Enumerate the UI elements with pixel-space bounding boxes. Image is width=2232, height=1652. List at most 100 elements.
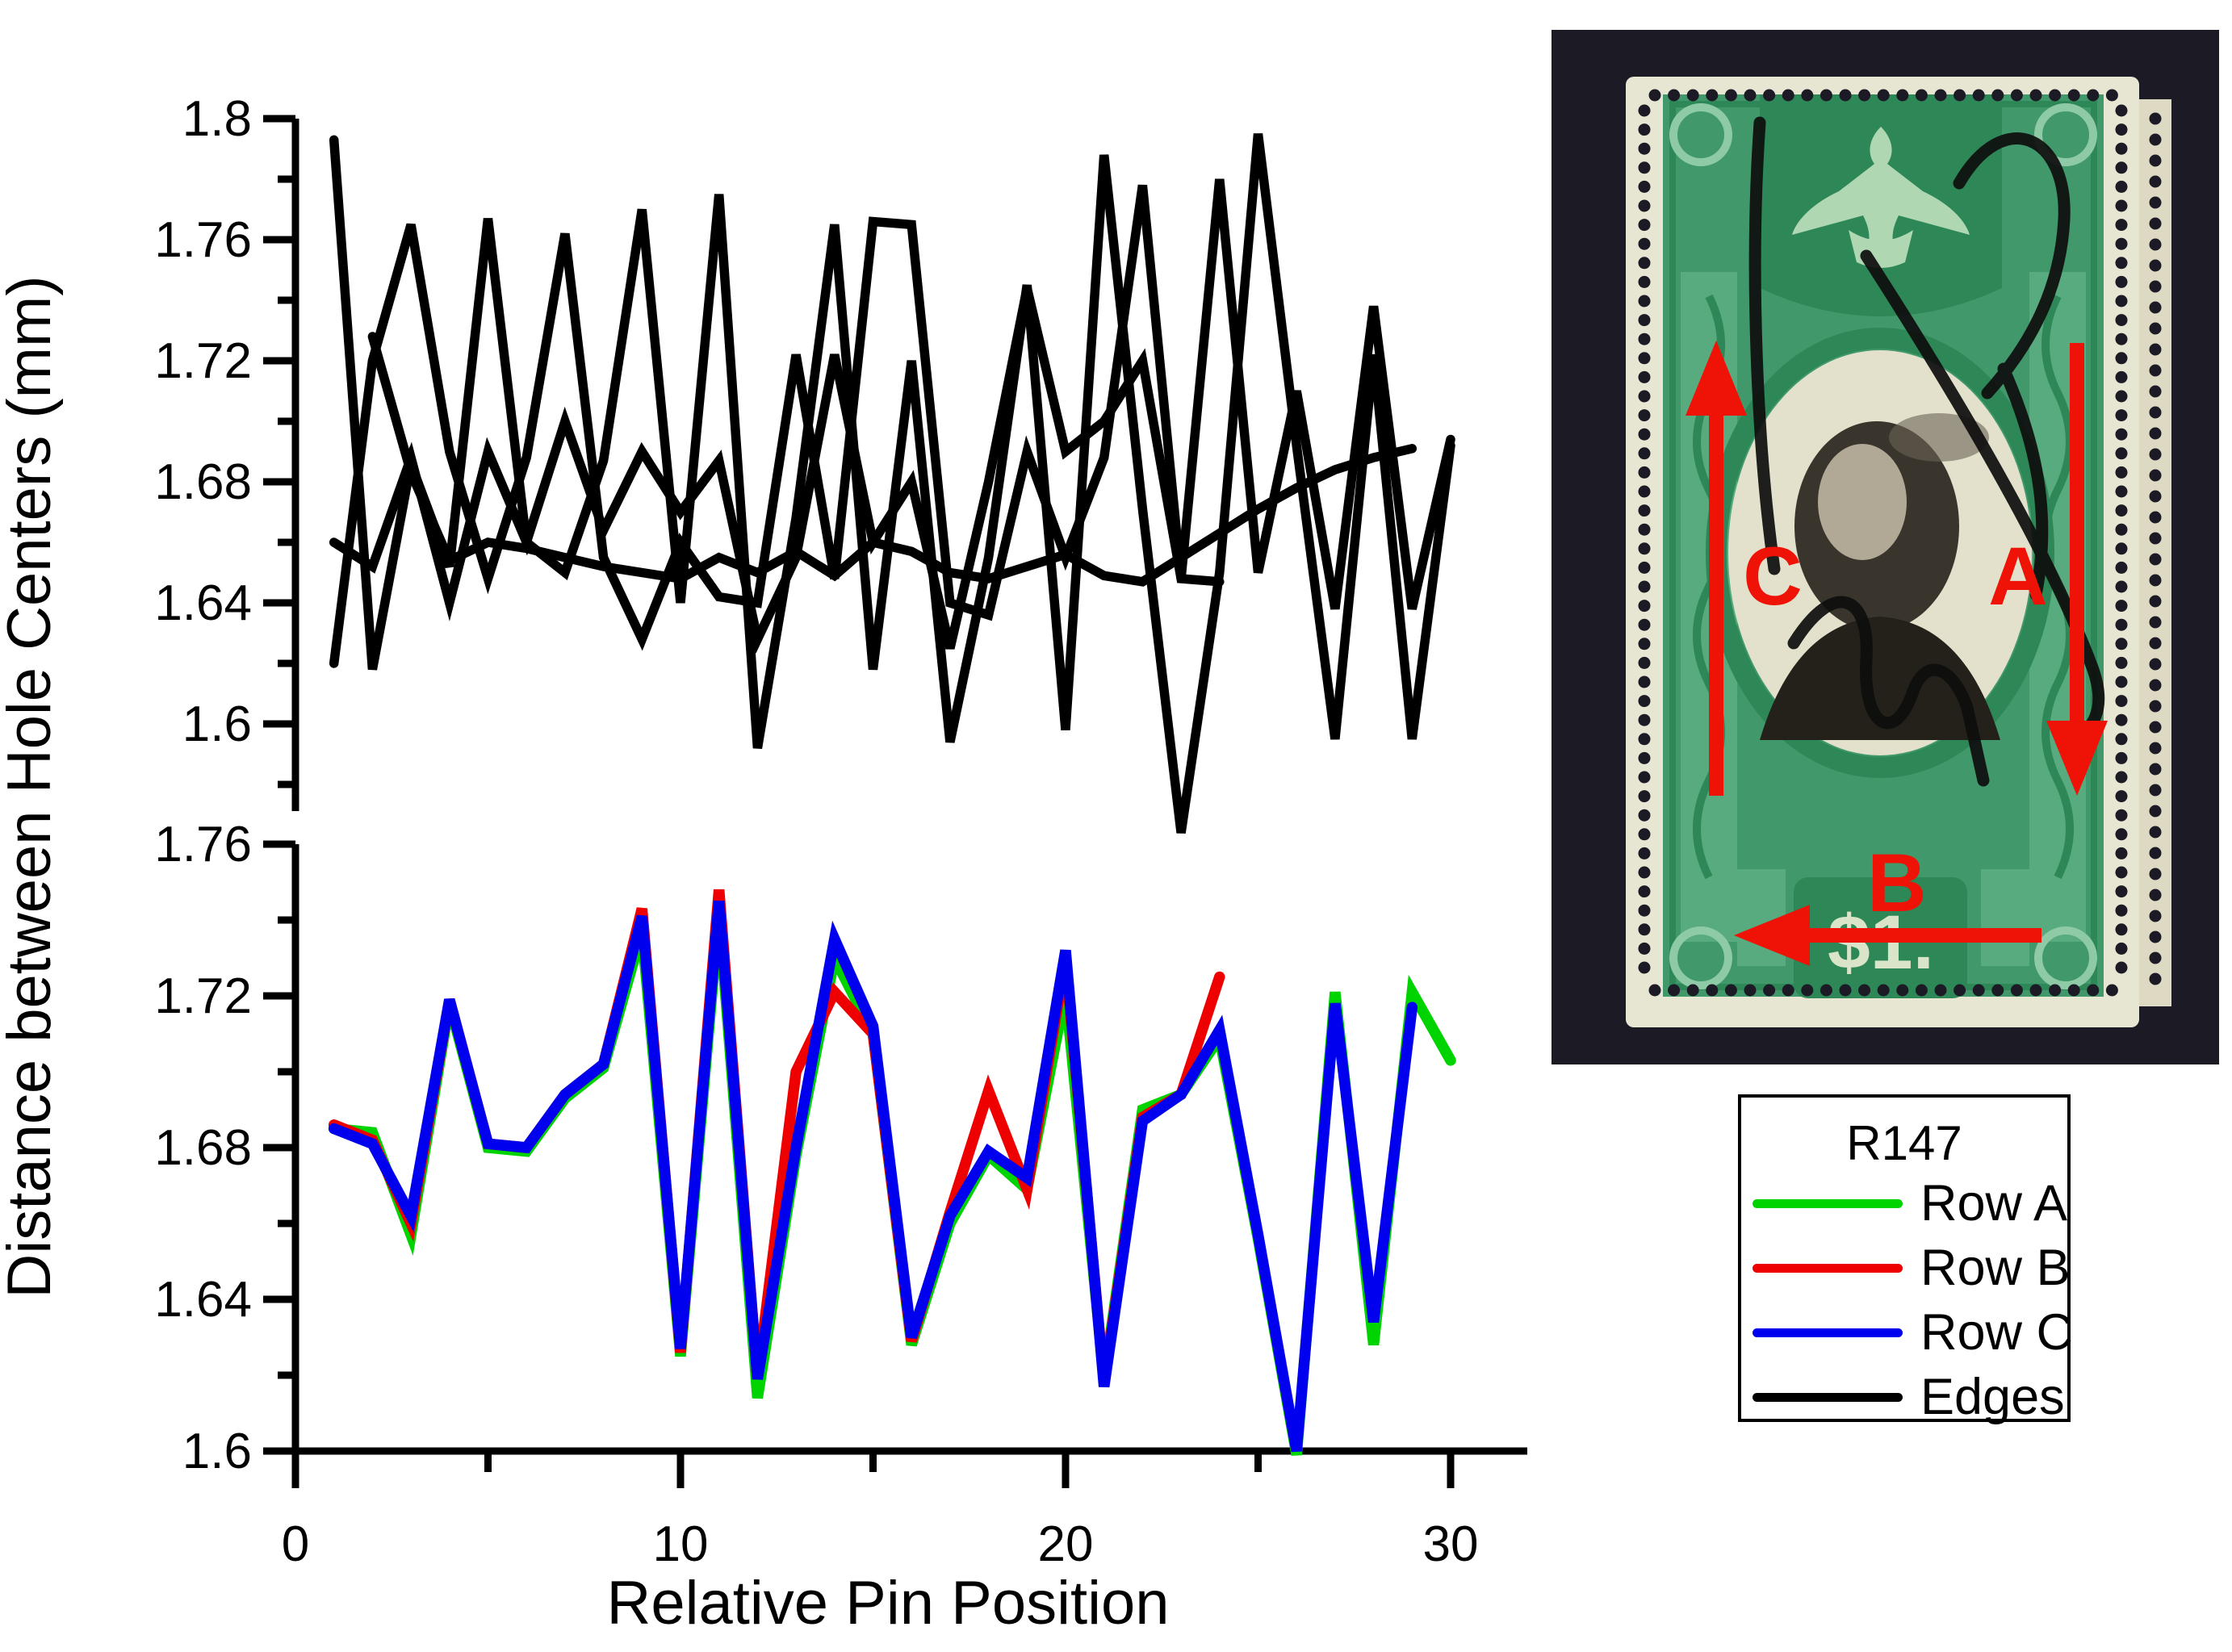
perforation-dot (2149, 196, 2162, 209)
perforation-dot (2149, 679, 2162, 692)
perforation-dot (1915, 89, 1928, 102)
perforation-dot (1638, 104, 1651, 117)
perforation-dot (1638, 961, 1651, 974)
perforation-dot (1724, 89, 1737, 102)
perforation-dot (1896, 984, 1909, 997)
perforation-dot (2115, 237, 2128, 250)
perforation-dot (1782, 984, 1794, 997)
perforation-dot (2115, 580, 2128, 593)
perforation-dot (1638, 314, 1651, 327)
legend-item-edges: Edges (1741, 1365, 2067, 1429)
perforation-dot (2087, 89, 2100, 102)
perforation-dot (2115, 257, 2128, 270)
legend-box: R147 Row A Row B Row C Edges (1738, 1094, 2073, 1425)
perforation-dot (1648, 984, 1661, 997)
perforation-holes (1638, 89, 2162, 997)
legend-item-row-b: Row B (1741, 1236, 2071, 1300)
stamp-engraving: $1. (1663, 94, 2104, 998)
perforation-dot (2115, 656, 2128, 669)
perforation-dot (2115, 733, 2128, 746)
perforation-dot (1638, 828, 1651, 841)
perforation-dot (1638, 847, 1651, 859)
perforation-dot (1744, 89, 1757, 102)
perforation-dot (2149, 511, 2162, 524)
perforation-dot (2149, 322, 2162, 335)
arrow-b: B (1734, 837, 2041, 966)
perforation-dot (1686, 89, 1699, 102)
perforation-dot (2115, 466, 2128, 479)
perforation-dot (1638, 713, 1651, 726)
perforation-dot (1638, 257, 1651, 270)
perforation-dot (2115, 142, 2128, 155)
perforation-dot (1954, 89, 1966, 102)
arrow-b-label: B (1867, 837, 1927, 929)
perforation-dot (2010, 984, 2023, 997)
bottom-x-axis: 0 10 20 30 (263, 1447, 1527, 1572)
perforation-dot (1934, 89, 1947, 102)
perforation-dot (2010, 89, 2023, 102)
perforation-dot (1858, 984, 1871, 997)
perforation-dot (2149, 574, 2162, 587)
perforation-dot (2115, 809, 2128, 822)
perforation-dot (2149, 448, 2162, 461)
perforation-dot (1638, 428, 1651, 441)
perforation-dot (2115, 618, 2128, 631)
row-b-label: Row B (1920, 1240, 2071, 1296)
perforation-dot (1638, 733, 1651, 746)
edges-line-edge-2 (329, 178, 1455, 668)
perforation-dot (1638, 809, 1651, 822)
perforation-dot (2149, 595, 2162, 608)
perforation-dot (1638, 295, 1651, 307)
perforation-dot (2115, 409, 2128, 422)
perforation-dot (1638, 904, 1651, 917)
perforation-dot (1638, 771, 1651, 784)
x-axis-title: Relative Pin Position (606, 1569, 1169, 1637)
perforation-dot (2115, 751, 2128, 764)
edges-line-edge-3 (367, 332, 1418, 587)
perforation-dot (2115, 352, 2128, 365)
legend-item-row-c: Row C (1741, 1300, 2073, 1365)
plots-svg: 1.81.761.721.681.641.61.761.721.681.641.… (0, 91, 1527, 1637)
perforation-dot (2149, 385, 2162, 398)
perforation-dot (2149, 427, 2162, 440)
perforation-dot (2115, 504, 2128, 517)
perforation-dot (2115, 542, 2128, 555)
perforation-dot (1638, 885, 1651, 898)
perforation-dot (2149, 133, 2162, 146)
perforation-dot (1638, 580, 1651, 593)
perforation-dot (2115, 885, 2128, 898)
perforation-dot (2115, 638, 2128, 650)
perforation-dot (2149, 175, 2162, 188)
perforation-dot (2115, 904, 2128, 917)
y-tick-label: 1.72 (154, 333, 252, 389)
perforation-dot (2115, 123, 2128, 136)
perforation-dot (2115, 485, 2128, 498)
perforation-dot (1877, 984, 1890, 997)
perforation-dot (1954, 984, 1966, 997)
perforation-dot (2115, 942, 2128, 955)
perforation-dot (2149, 259, 2162, 272)
perforation-dot (2115, 695, 2128, 708)
perforation-dot (1638, 219, 1651, 232)
stamp-photo: $1. C (1552, 30, 2219, 1064)
perforation-dot (1839, 984, 1852, 997)
perforation-dot (2115, 713, 2128, 726)
perforation-dot (2049, 89, 2062, 102)
perforation-dot (2115, 447, 2128, 460)
perforation-dot (1638, 561, 1651, 574)
perforation-dot (1820, 89, 1832, 102)
perforation-dot (2149, 763, 2162, 776)
perforation-dot (1972, 984, 1985, 997)
y-tick-label: 1.8 (182, 91, 252, 147)
perforation-dot (1648, 89, 1661, 102)
perforation-dot (2149, 889, 2162, 901)
perforation-dot (1915, 984, 1928, 997)
y-tick-label: 1.6 (182, 696, 252, 752)
arrow-a: A (1988, 343, 2108, 796)
perforation-dot (1668, 89, 1681, 102)
y-tick-label: 1.76 (154, 817, 252, 872)
y-tick-label: 1.6 (182, 1424, 252, 1479)
perforation-dot (1801, 984, 1814, 997)
perforation-dot (2149, 847, 2162, 859)
perforation-dot (2149, 742, 2162, 755)
